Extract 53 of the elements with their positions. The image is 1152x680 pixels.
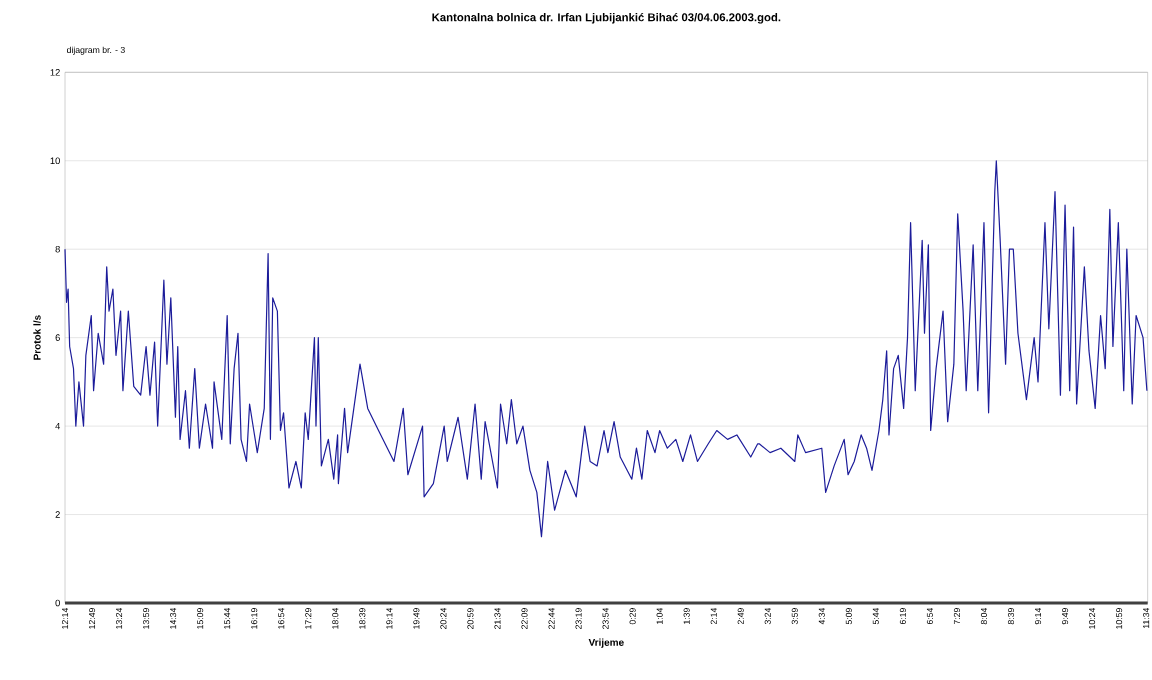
- x-tick-label: 11:34: [1143, 607, 1150, 629]
- x-tick-label: 19:49: [413, 608, 420, 629]
- y-tick-label: 12: [50, 69, 60, 76]
- x-tick-label: 16:19: [251, 608, 258, 629]
- x-tick-label: 3:24: [764, 607, 771, 625]
- y-tick-label: 8: [55, 245, 60, 253]
- x-tick-label: 6:54: [926, 607, 933, 625]
- x-tick-label: 12:14: [61, 607, 69, 629]
- y-tick-label: 10: [50, 157, 60, 165]
- x-tick-label: 1:04: [656, 607, 663, 624]
- x-tick-label: 18:39: [359, 608, 366, 629]
- x-tick-label: 0:29: [629, 608, 636, 625]
- x-tick-label: 4:34: [818, 607, 825, 625]
- x-tick-label: 9:14: [1034, 607, 1042, 625]
- x-tick-label: 20:24: [440, 607, 447, 629]
- y-axis-title: Protok l/s: [33, 315, 41, 360]
- x-tick-label: 12:49: [88, 608, 96, 629]
- x-tick-label: 8:04: [980, 607, 988, 625]
- x-tick-label: 13:24: [116, 607, 123, 629]
- text: dijagram br. - 3: [66, 46, 125, 55]
- chart-title: Kantonalna bolnica dr. Irfan Ljubijankić Bihać 03/04.06.2003.god.: [432, 12, 781, 24]
- x-axis-title: Vrijeme: [588, 638, 624, 648]
- x-tick-label: 16:54: [278, 607, 285, 629]
- x-tick-label: 3:59: [791, 608, 798, 625]
- x-tick-label: 21:34: [494, 607, 501, 629]
- x-tick-label: 8:39: [1007, 608, 1015, 625]
- x-tick-label: 17:29: [305, 608, 312, 629]
- x-tick-label: 13:59: [143, 608, 150, 629]
- x-tick-label: 19:14: [386, 607, 393, 629]
- x-tick-label: 2:14: [710, 607, 717, 625]
- x-tick-label: 23:54: [602, 607, 609, 629]
- x-tick-label: 18:04: [332, 607, 339, 629]
- x-tick-label: 15:09: [197, 608, 204, 629]
- x-tick-label: 22:44: [548, 607, 555, 629]
- x-tick-label: 2:49: [737, 608, 744, 625]
- x-tick-label: 15:44: [224, 607, 231, 629]
- x-tick-label: 23:19: [575, 608, 582, 629]
- x-tick-label: 5:44: [872, 607, 879, 625]
- y-tick-label: 6: [55, 334, 60, 341]
- line-series: [64, 160, 1148, 538]
- x-tick-label: 10:24: [1089, 607, 1096, 629]
- y-tick-label: 4: [55, 422, 61, 430]
- x-tick-label: 7:29: [953, 608, 960, 625]
- x-tick-label: 22:09: [521, 608, 528, 629]
- x-tick-label: 1:39: [683, 608, 690, 624]
- y-tick-label: 2: [55, 511, 60, 518]
- x-tick-label: 10:59: [1116, 608, 1123, 629]
- x-tick-label: 9:49: [1061, 608, 1069, 625]
- x-tick-label: 6:19: [899, 608, 906, 625]
- x-tick-label: 14:34: [170, 607, 177, 629]
- x-tick-label: 5:09: [845, 608, 852, 625]
- y-tick-label: 0: [55, 599, 60, 607]
- x-tick-label: 20:59: [467, 608, 474, 629]
